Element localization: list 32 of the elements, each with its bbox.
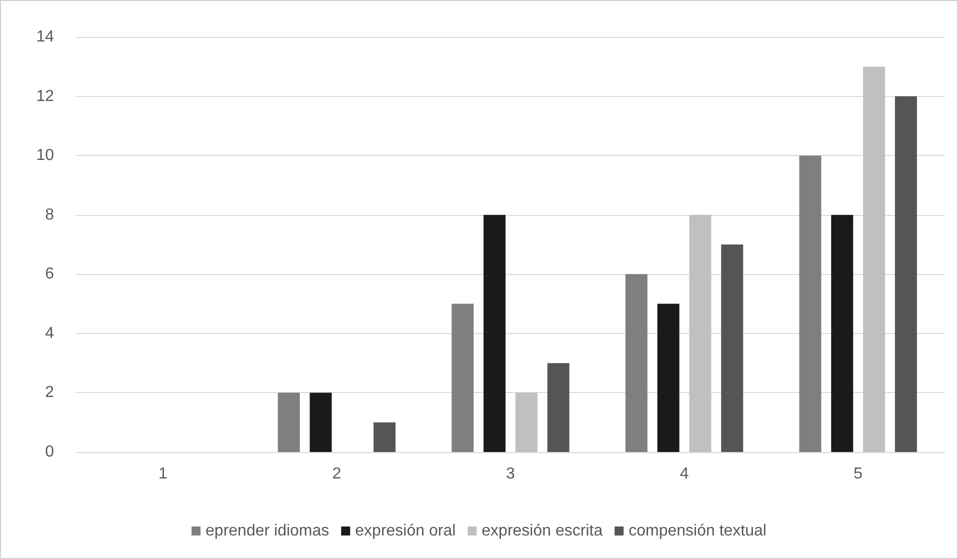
bar (894, 96, 917, 452)
x-tick-label: 1 (158, 466, 168, 482)
y-tick-label: 0 (45, 444, 54, 460)
y-tick-label: 8 (45, 206, 54, 224)
bar (625, 274, 648, 452)
y-tick-label: 6 (45, 266, 54, 283)
bar (799, 156, 822, 452)
x-tick-label: 5 (854, 466, 863, 482)
y-tick-label: 10 (36, 147, 54, 164)
y-tick-label: 12 (36, 88, 54, 105)
legend-label: expresión escrita (482, 522, 603, 540)
bar (831, 214, 854, 452)
legend-label: eprender idiomas (206, 522, 330, 540)
y-tick-label: 4 (45, 324, 54, 342)
bar (547, 363, 570, 452)
bar (721, 244, 744, 452)
x-tick-label: 4 (680, 466, 689, 482)
bar (657, 304, 680, 452)
x-tick-label: 3 (506, 466, 516, 482)
x-tick-label: 2 (332, 466, 342, 482)
bar (278, 392, 300, 452)
y-tick-label: 2 (45, 384, 54, 402)
bar (310, 392, 332, 452)
legend-label: expresión oral (355, 522, 456, 540)
legend-label: compensión textual (628, 522, 766, 540)
bar (863, 66, 886, 452)
bar (452, 304, 474, 452)
bar (374, 422, 396, 452)
bar (689, 214, 712, 452)
bar (484, 214, 506, 452)
bar (515, 392, 538, 452)
y-tick-label: 14 (36, 28, 54, 46)
